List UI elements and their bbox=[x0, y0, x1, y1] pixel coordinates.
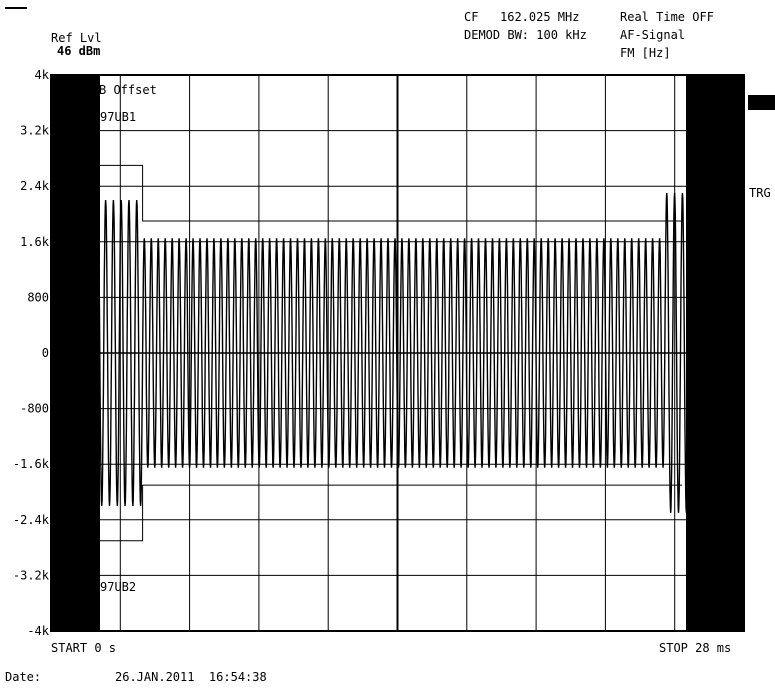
y-tick-label: 0 bbox=[42, 346, 49, 360]
y-tick-label: -2.4k bbox=[13, 513, 50, 527]
side-marker bbox=[748, 95, 775, 110]
fm-unit-label: FM [Hz] bbox=[620, 46, 671, 60]
af-signal-label: AF-Signal bbox=[620, 28, 686, 42]
y-tick-labels: 4k 3.2k 2.4k 1.6k 800 0 -800 -1.6k -2.4k -3.2k -4k bbox=[13, 68, 50, 638]
y-tick-label: 800 bbox=[27, 290, 49, 304]
fm-trace bbox=[87, 193, 713, 513]
stop-label: STOP 28 ms bbox=[659, 641, 732, 655]
cf-label: CF bbox=[464, 10, 479, 24]
cf-value: 162.025 MHz bbox=[500, 10, 580, 24]
limit-upper-label: 97UB1 bbox=[100, 110, 137, 124]
y-tick-label: 2.4k bbox=[20, 179, 50, 193]
demod-bw: DEMOD BW: 100 kHz bbox=[464, 28, 587, 42]
y-tick-label: 4k bbox=[35, 68, 50, 82]
ref-level-value: 46 dBm bbox=[57, 44, 101, 58]
realtime-status: Real Time OFF bbox=[620, 10, 714, 24]
start-label: START 0 s bbox=[51, 641, 117, 655]
date-value: 26.JAN.2011 16:54:38 bbox=[115, 670, 267, 684]
plot-frame bbox=[50, 74, 745, 632]
y-tick-label: -3.2k bbox=[13, 568, 50, 582]
limit-line bbox=[88, 484, 683, 590]
ref-level-label: Ref Lvl bbox=[51, 31, 102, 45]
corner-marker bbox=[5, 7, 27, 9]
limit-line bbox=[88, 102, 683, 222]
trg-label: TRG bbox=[749, 186, 771, 200]
limit-lines bbox=[88, 102, 683, 590]
limit-lower-label: 97UB2 bbox=[100, 580, 137, 594]
y-tick-label: -800 bbox=[20, 402, 49, 416]
y-tick-label: 3.2k bbox=[20, 124, 50, 138]
y-tick-label: -1.6k bbox=[13, 457, 50, 471]
y-tick-label: 1.6k bbox=[20, 235, 50, 249]
y-tick-label: -4k bbox=[27, 624, 49, 638]
offset-label: B Offset bbox=[99, 83, 157, 97]
date-label: Date: bbox=[5, 670, 42, 684]
blanked-right bbox=[686, 75, 744, 631]
